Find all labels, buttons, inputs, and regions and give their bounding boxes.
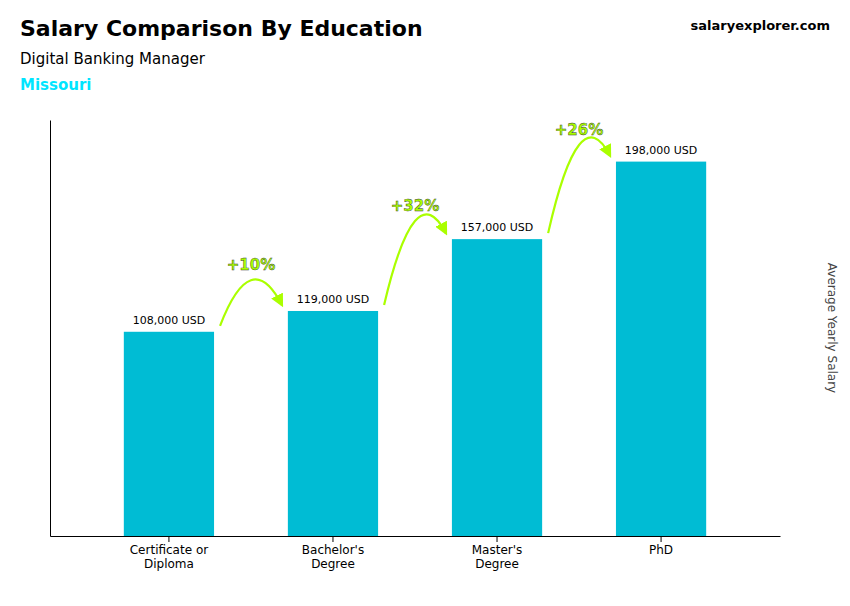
bar xyxy=(616,162,706,536)
x-tick-mark xyxy=(332,536,333,542)
x-tick-label: PhD xyxy=(649,543,673,557)
y-axis-line xyxy=(50,121,51,537)
change-arrow xyxy=(548,137,610,233)
x-tick-label: Bachelor'sDegree xyxy=(302,543,364,571)
annotations: Missouri salaryexplorer.com +10% +32% +26% xyxy=(20,18,830,326)
chart: Salary Comparison By Education Digital Ba… xyxy=(0,0,850,606)
x-tick-label: Certificate orDiploma xyxy=(130,543,208,571)
y-axis xyxy=(50,121,51,537)
bar xyxy=(288,311,378,536)
change-label: +32% xyxy=(391,197,439,215)
bar xyxy=(124,332,214,536)
data-labels: 108,000 USD 119,000 USD 157,000 USD 198,000… xyxy=(133,144,698,327)
change-arrow xyxy=(220,279,282,325)
subtitle: Digital Banking Manager xyxy=(20,50,206,68)
data-label: 157,000 USD xyxy=(461,221,534,234)
change-arrow xyxy=(384,214,446,305)
y-axis-title: Average Yearly Salary xyxy=(825,263,839,393)
x-axis: Certificate orDiploma Bachelor'sDegree Mas… xyxy=(51,536,781,571)
x-tick: Certificate orDiploma xyxy=(130,536,208,571)
data-label: 198,000 USD xyxy=(625,144,698,157)
data-label: 119,000 USD xyxy=(297,293,370,306)
x-tick: Master'sDegree xyxy=(472,536,523,571)
data-label: 108,000 USD xyxy=(133,314,206,327)
watermark: salaryexplorer.com xyxy=(691,18,830,33)
x-tick-mark xyxy=(168,536,169,542)
x-tick-label: Master'sDegree xyxy=(472,543,523,571)
x-tick: Bachelor'sDegree xyxy=(302,536,364,571)
plot-area xyxy=(124,162,706,536)
change-label: +10% xyxy=(227,256,275,274)
x-tick-mark xyxy=(661,536,662,542)
location: Missouri xyxy=(20,76,91,94)
bar xyxy=(452,239,542,536)
x-tick-mark xyxy=(497,536,498,542)
title: Salary Comparison By Education xyxy=(20,16,423,41)
x-tick: PhD xyxy=(649,536,673,557)
change-label: +26% xyxy=(555,121,603,139)
x-axis-line xyxy=(51,536,781,537)
